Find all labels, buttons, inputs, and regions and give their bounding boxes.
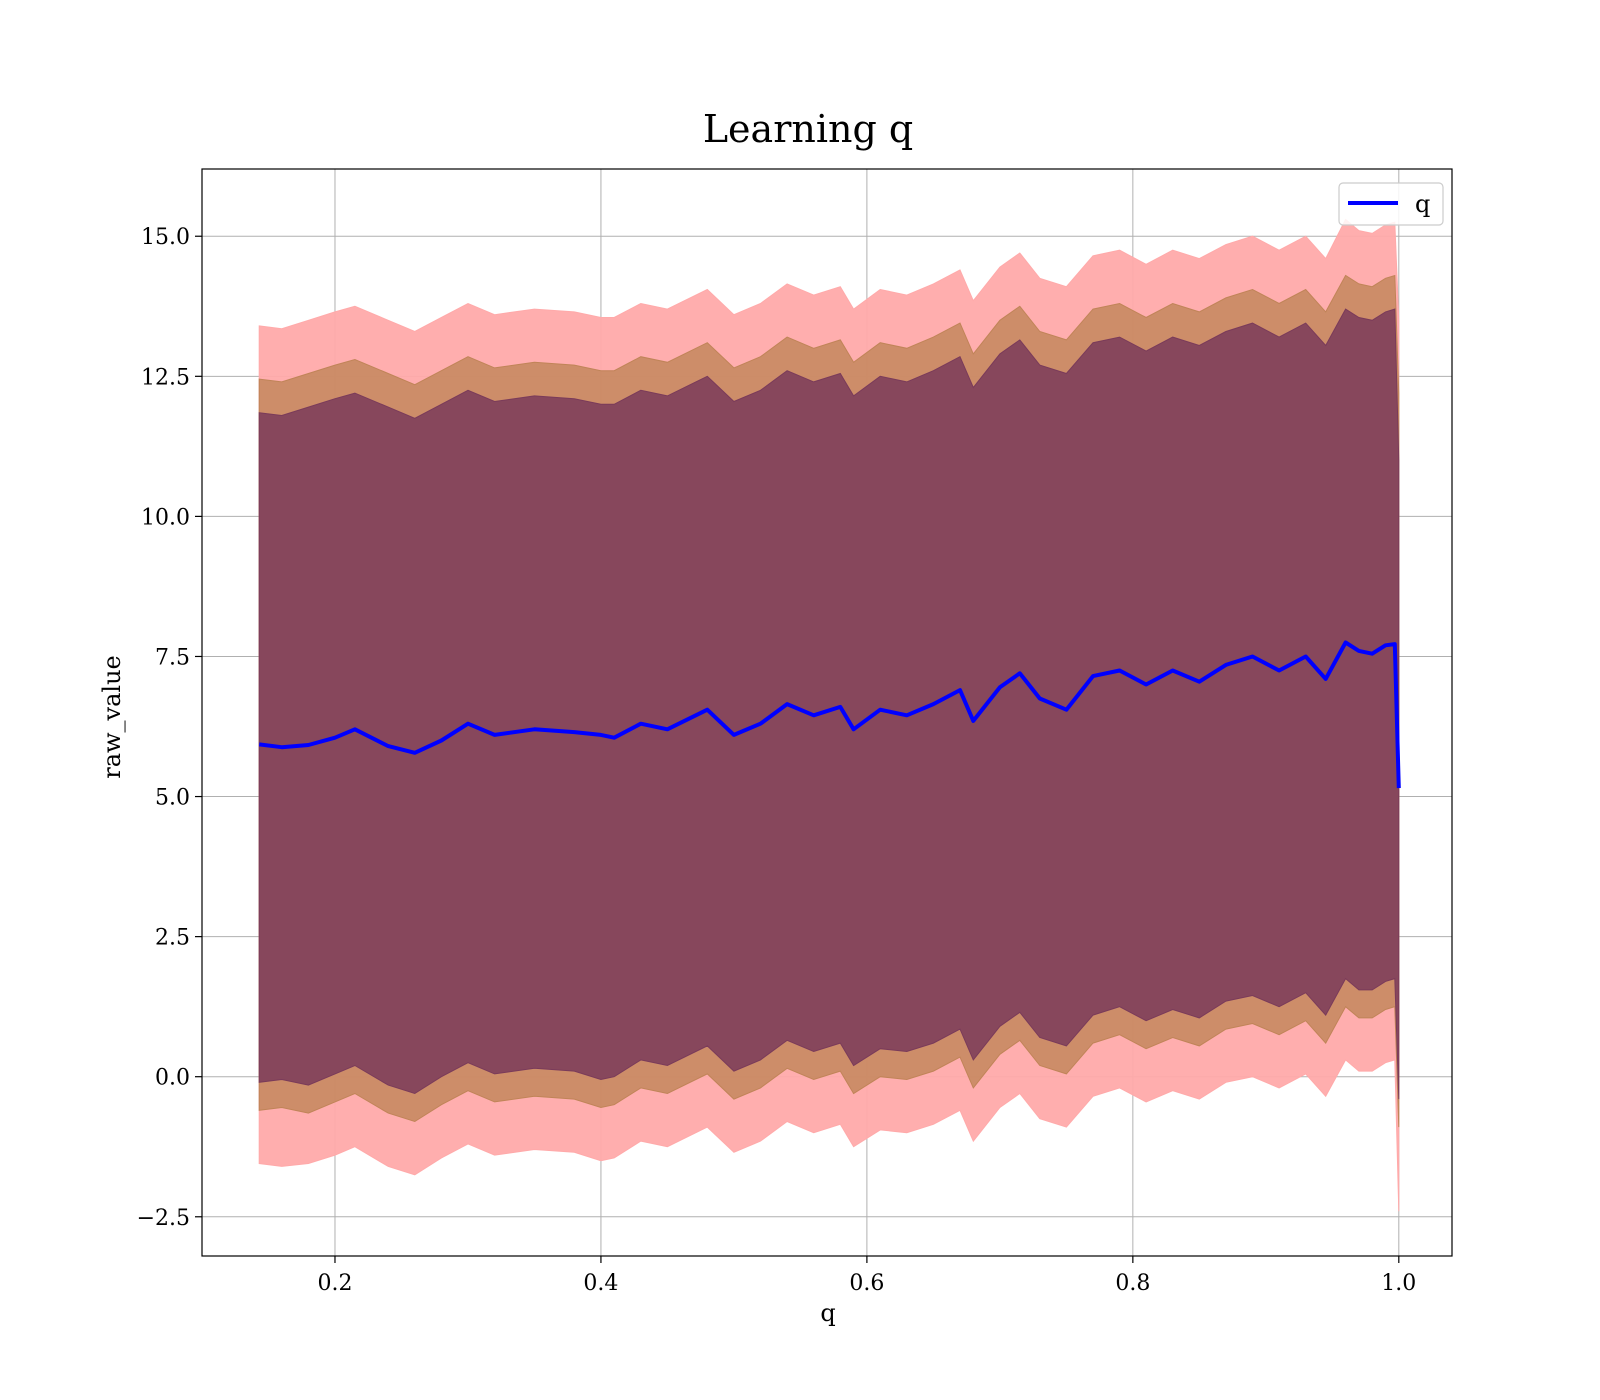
plot-frame — [201, 168, 1453, 1257]
y-tick-label: 15.0 — [141, 225, 190, 250]
x-tick-label: 0.6 — [849, 1271, 884, 1296]
legend-label-q: q — [1415, 190, 1430, 218]
x-tick-label: 0.4 — [583, 1271, 618, 1296]
x-tick-label: 0.8 — [1115, 1271, 1150, 1296]
chart-title: Learning q — [703, 107, 913, 151]
x-tick-label: 0.2 — [317, 1271, 352, 1296]
confidence-bands — [258, 218, 1400, 1212]
x-tick-label: 1.0 — [1381, 1271, 1416, 1296]
y-tick-label: 0.0 — [155, 1066, 190, 1091]
y-tick-label: −2.5 — [137, 1206, 190, 1231]
inner-band — [258, 308, 1400, 1100]
y-tick-label: 5.0 — [155, 786, 190, 811]
y-tick-label: 2.5 — [155, 926, 190, 951]
x-axis-label: q — [820, 1299, 835, 1327]
y-tick-label: 12.5 — [141, 365, 190, 390]
legend: q — [1338, 182, 1444, 226]
y-tick-label: 7.5 — [155, 645, 190, 670]
y-axis: −2.5 0.0 2.5 5.0 7.5 10.0 12.5 15.0 — [137, 225, 202, 1231]
series-line-q — [258, 640, 1401, 789]
y-tick-label: 10.0 — [141, 505, 190, 530]
series-lines — [258, 640, 1401, 789]
y-axis-label: raw_value — [98, 655, 126, 779]
x-axis: 0.2 0.4 0.6 0.8 1.0 — [317, 1256, 1416, 1296]
